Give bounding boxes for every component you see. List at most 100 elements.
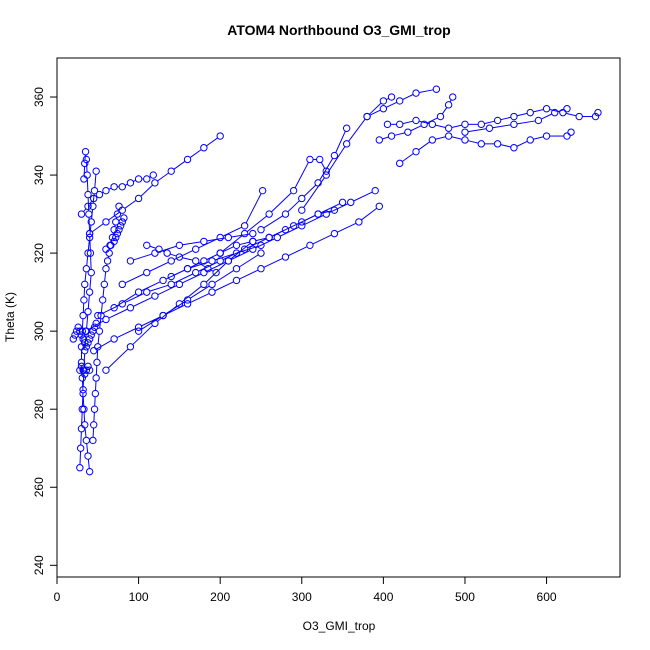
data-point <box>110 335 118 343</box>
series-segment <box>402 94 414 100</box>
data-point <box>126 257 135 265</box>
data-point <box>87 268 95 277</box>
data-point <box>183 265 192 273</box>
series-segment <box>149 245 157 249</box>
series-segment <box>516 112 528 117</box>
series-segment <box>96 340 112 350</box>
data-point <box>461 136 469 144</box>
data-point <box>510 112 518 121</box>
data-point <box>281 253 290 261</box>
series-segment <box>557 109 565 113</box>
series-segment <box>83 208 87 212</box>
data-point <box>167 167 175 175</box>
data-point <box>404 128 412 136</box>
data-point <box>149 171 157 179</box>
series-segment <box>348 118 366 142</box>
data-point <box>84 202 92 210</box>
series-segment <box>181 285 202 303</box>
data-point <box>84 339 92 347</box>
data-point <box>175 300 184 308</box>
data-point <box>72 327 81 335</box>
series-segment <box>140 184 153 197</box>
data-point <box>81 339 89 347</box>
x-axis: 0 100 200 300 400 500 600 <box>54 577 557 604</box>
data-point <box>216 132 224 140</box>
data-point <box>330 229 339 238</box>
series-21 <box>363 85 441 121</box>
data-point <box>192 245 200 253</box>
data-point <box>306 155 314 164</box>
data-point <box>134 288 143 296</box>
series-segment <box>214 253 234 261</box>
data-point <box>249 237 257 246</box>
data-point <box>575 112 583 121</box>
series-segment <box>320 162 326 169</box>
data-point <box>89 436 97 445</box>
data-point <box>94 311 102 320</box>
data-point <box>77 331 86 339</box>
data-point <box>542 132 551 140</box>
data-point <box>85 288 94 296</box>
x-tick-label: 100 <box>129 590 149 604</box>
data-point <box>84 452 92 460</box>
data-point <box>412 116 420 125</box>
x-tick-label: 400 <box>373 590 393 604</box>
series-segment <box>239 241 250 246</box>
series-segment <box>141 281 161 292</box>
series-segment <box>116 328 136 339</box>
series-segment <box>205 262 227 283</box>
series-segment <box>133 296 153 307</box>
data-point <box>77 210 86 218</box>
series-segment <box>410 125 422 132</box>
data-point <box>82 366 91 374</box>
data-point <box>102 245 110 253</box>
series-segment <box>88 217 91 231</box>
series-23 <box>102 214 128 253</box>
data-point <box>477 140 485 148</box>
data-point <box>90 405 99 413</box>
series-segment <box>321 210 332 214</box>
series-segment <box>87 197 90 211</box>
data-point <box>216 257 224 265</box>
series-segment <box>90 256 92 270</box>
series-segment <box>87 459 90 469</box>
series-segment <box>189 285 210 299</box>
data-point <box>175 253 184 261</box>
data-point <box>85 229 94 238</box>
series-segment <box>124 199 137 209</box>
y-tick-label: 300 <box>32 321 46 341</box>
data-point <box>118 280 126 289</box>
series-segment <box>157 172 169 182</box>
data-point <box>85 335 94 343</box>
y-axis: 240 260 280 300 320 340 360 <box>32 87 57 575</box>
data-point <box>493 140 502 148</box>
data-point <box>167 280 175 289</box>
data-point <box>151 292 159 300</box>
data-point <box>371 186 379 195</box>
series-segment <box>492 124 511 129</box>
series-segment <box>182 257 193 261</box>
series-segment <box>231 233 250 238</box>
series-segment <box>451 124 462 128</box>
series-segment <box>500 116 511 121</box>
data-point <box>316 155 324 164</box>
data-point <box>91 389 100 398</box>
data-point <box>298 194 306 203</box>
data-point <box>444 101 453 109</box>
series-segment <box>190 261 202 268</box>
series-segment <box>84 271 87 282</box>
data-point <box>289 222 298 230</box>
data-point <box>342 124 351 132</box>
data-point <box>322 210 330 218</box>
series-26 <box>167 206 339 281</box>
data-point <box>379 97 388 105</box>
chart-title: ATOM4 Northbound O3_GMI_trop <box>227 22 450 38</box>
data-point <box>342 140 351 148</box>
data-point <box>151 249 159 257</box>
data-point <box>80 175 88 183</box>
series-15 <box>216 155 330 257</box>
y-tick-label: 260 <box>32 477 46 497</box>
data-point <box>90 186 99 195</box>
data-point <box>526 108 534 117</box>
